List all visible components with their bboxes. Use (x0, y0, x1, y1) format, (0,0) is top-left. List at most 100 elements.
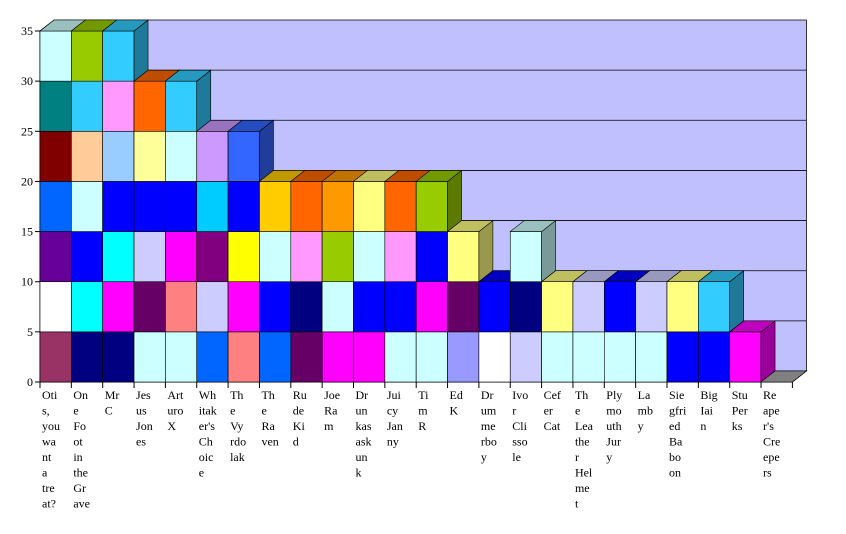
bar-segment (133, 130, 166, 182)
bar-segment-top (101, 19, 149, 32)
bar-segment (635, 331, 668, 383)
bar-segment (572, 281, 605, 333)
bar-segment (415, 281, 448, 333)
category-label: Joe Ra m (324, 388, 340, 433)
bar-segment (290, 181, 323, 232)
category-label: Oti s, you wa nt a tre at? (42, 388, 60, 511)
bar-segment (729, 331, 762, 383)
bar-segment (39, 281, 72, 333)
category-label: Th e Ra ven (261, 388, 278, 449)
bar-segment (39, 30, 72, 82)
category-label: Ru de Ki d (293, 388, 307, 449)
bar-segment (102, 30, 135, 82)
y-tick-label: 5 (27, 325, 33, 339)
bar-segment (196, 231, 229, 283)
bar-segment (478, 331, 511, 383)
bar-segment-top (415, 170, 463, 182)
category-label: Big Iai n (700, 388, 717, 433)
bar-segment (227, 130, 260, 182)
bar-segment (39, 181, 72, 232)
bar-segment (71, 281, 103, 333)
bar-segment (321, 231, 354, 283)
y-tick-label: 35 (21, 24, 33, 38)
category-label: Ivo r Cli sso le (512, 388, 528, 464)
bar-segment-top (164, 69, 212, 82)
bar-segment (133, 281, 166, 333)
bar-segment (165, 181, 198, 232)
y-tick-label: 30 (21, 74, 33, 88)
category-label: Jes us Jon es (136, 388, 153, 449)
bar-segment (71, 30, 103, 82)
bar-segment (635, 281, 668, 333)
bar-segment (227, 331, 260, 383)
bar-segment (133, 231, 166, 283)
bar-segment (259, 181, 292, 232)
category-label: Th e Vy rdo lak (230, 388, 246, 464)
category-label: Ti m R (418, 388, 429, 433)
bar-segment (165, 130, 198, 182)
bar-segment (39, 80, 72, 132)
bar-segment (509, 231, 542, 283)
bar-segment (384, 181, 417, 232)
category-label: La mb y (638, 388, 653, 433)
category-label: Sie gfri ed Ba bo on (669, 388, 687, 480)
bar-segment (384, 281, 417, 333)
bar-segment (415, 331, 448, 383)
category-label: Re ape r's Cre epe rs (763, 388, 780, 480)
bar-segment (133, 331, 166, 383)
category-label: Th e Lea the r Hel me t (575, 388, 594, 511)
bar-segment (102, 80, 135, 132)
category-label: Jui cy Jan ny (387, 388, 403, 449)
bar-segment (102, 130, 135, 182)
bar-segment-top (728, 320, 776, 333)
category-label: Dr um me rbo y (481, 388, 497, 464)
bar-segment (133, 80, 166, 132)
bar-segment (666, 331, 699, 383)
y-tick-label: 0 (27, 375, 33, 389)
category-label: Art uro X (167, 388, 184, 433)
bar-segment (572, 331, 605, 383)
bar-segment (165, 281, 198, 333)
category-label: Stu Per ks (732, 388, 748, 433)
bar-segment (102, 281, 135, 333)
y-tick-label: 10 (21, 275, 33, 289)
bar-segment (415, 231, 448, 283)
bar-segment-top (446, 220, 494, 232)
bar-segment (227, 231, 260, 283)
bar-segment (39, 331, 72, 383)
bar-segment (196, 181, 229, 232)
bar-segment (353, 331, 386, 383)
bar-segment (541, 331, 574, 383)
bar-segment (384, 331, 417, 383)
bar-segment (353, 231, 386, 283)
bar-segment-top (509, 220, 557, 232)
bar-segment (165, 80, 198, 132)
bar-segment (259, 281, 292, 333)
bar-segment (133, 181, 166, 232)
bar-segment-top (227, 119, 275, 132)
bar-segment (227, 181, 260, 232)
bar-segment (321, 331, 354, 383)
bar-segment-top (760, 370, 808, 383)
bar-segment (39, 130, 72, 182)
bar-segment (102, 181, 135, 232)
bar-segment (259, 231, 292, 283)
bar-segment (71, 181, 103, 232)
bar-23 (728, 320, 776, 383)
bar-segment (509, 331, 542, 383)
bar-segment (321, 281, 354, 333)
bar-segment-top (697, 270, 745, 283)
category-label: Wh itak er's Ch oic e (199, 388, 217, 480)
category-label: Mr C (105, 388, 120, 418)
bar-segment (102, 231, 135, 283)
bar-segment (666, 281, 699, 333)
bar-segment (415, 181, 448, 232)
bar-segment (165, 331, 198, 383)
category-label: Cef er Cat (544, 388, 561, 433)
bar-segment (447, 231, 480, 283)
bar-segment (321, 181, 354, 232)
bar-segment (196, 130, 229, 182)
y-tick-label: 25 (21, 124, 33, 138)
bar-segment (541, 281, 574, 333)
